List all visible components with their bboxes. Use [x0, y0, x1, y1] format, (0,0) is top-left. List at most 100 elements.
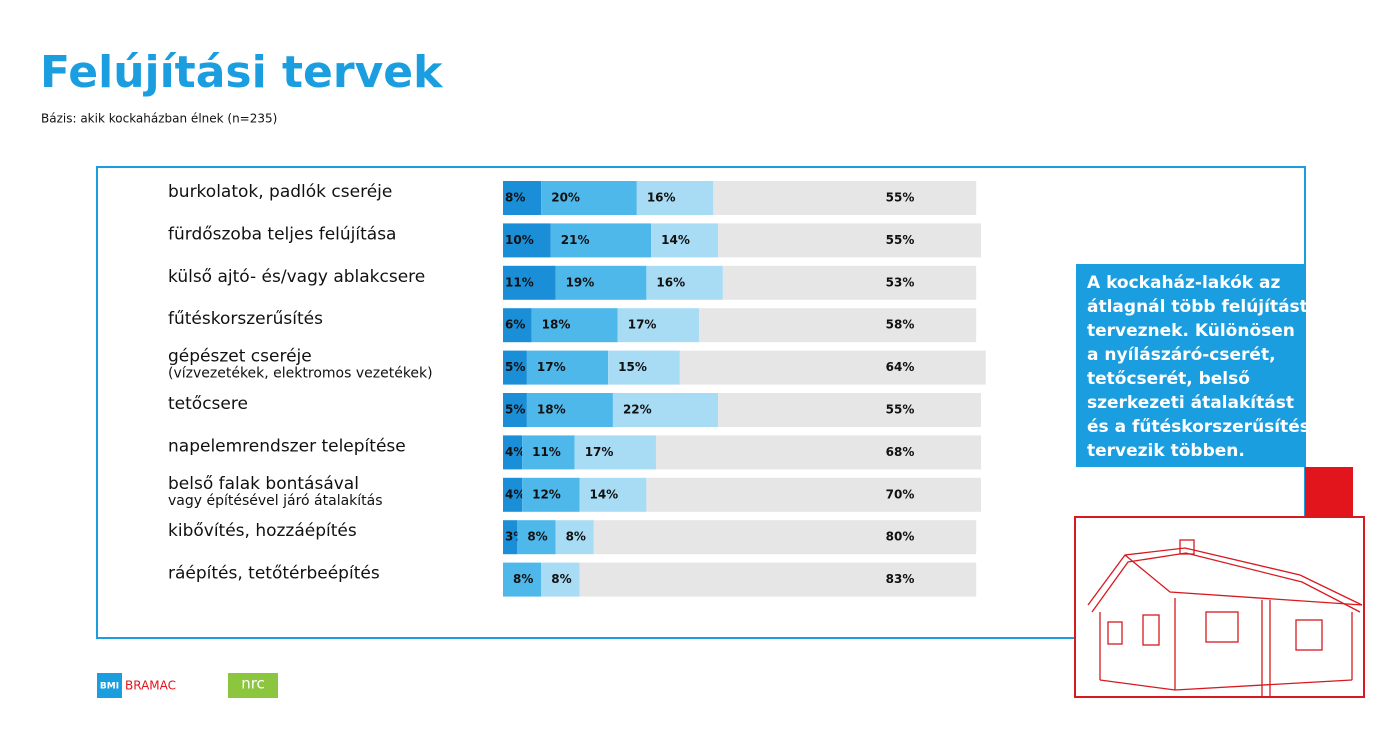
bar-segment — [503, 265, 556, 300]
value-label: 17% — [628, 318, 657, 332]
red-accent — [1305, 467, 1353, 517]
value-label: 20% — [551, 191, 580, 205]
value-label: 16% — [647, 191, 676, 205]
bar-segment — [555, 265, 647, 300]
category-label: napelemrendszer telepítése — [168, 436, 406, 456]
value-label: 70% — [886, 487, 915, 501]
subtitle: Bázis: akik kockaházban élnek (n=235) — [41, 112, 277, 126]
value-label: 5% — [505, 360, 525, 374]
house-illustration — [1087, 539, 1363, 697]
bar-segment — [593, 520, 977, 555]
bar-segment — [574, 435, 656, 470]
bar-segment — [646, 265, 723, 300]
value-label: 8% — [551, 572, 571, 586]
bar-segment — [503, 520, 518, 555]
value-label: 15% — [618, 360, 647, 374]
value-label: 22% — [623, 403, 652, 417]
bar-segment — [651, 223, 719, 258]
category-label: kibővítés, hozzáépítés — [168, 521, 357, 541]
bar-segment — [503, 562, 542, 597]
callout-line: tetőcserét, belső — [1087, 369, 1250, 389]
value-label: 8% — [566, 530, 586, 544]
bar-segment — [579, 562, 977, 597]
bar-segment — [503, 308, 532, 343]
category-label: külső ajtó- és/vagy ablakcsere — [168, 267, 425, 287]
bar-segment — [503, 223, 551, 258]
value-label: 8% — [527, 530, 547, 544]
bar-segment — [541, 181, 637, 215]
bar-segment — [503, 435, 523, 470]
value-label: 18% — [542, 318, 571, 332]
value-label: 68% — [886, 445, 915, 459]
category-label: fürdőszoba teljes felújítása — [168, 224, 396, 244]
value-label: 19% — [566, 275, 595, 289]
bar-segment — [517, 520, 556, 555]
value-label: 11% — [505, 275, 534, 289]
bar-segment — [526, 350, 609, 385]
value-label: 4% — [505, 445, 525, 459]
value-label: 58% — [886, 318, 915, 332]
value-label: 14% — [661, 233, 690, 247]
value-label: 17% — [585, 445, 614, 459]
value-label: 8% — [505, 191, 525, 205]
value-label: 17% — [537, 360, 566, 374]
callout-line: terveznek. Különösen — [1087, 321, 1295, 341]
value-label: 18% — [537, 403, 566, 417]
value-label: 55% — [886, 191, 915, 205]
value-label: 12% — [532, 487, 561, 501]
bar-segment — [612, 393, 719, 427]
value-label: 16% — [656, 275, 685, 289]
bar-segment — [646, 477, 981, 512]
callout-line: a nyílászáró-cserét, — [1087, 345, 1276, 365]
bar-segment — [522, 435, 575, 470]
category-label: tetőcsere — [168, 394, 248, 414]
bar-segment — [579, 477, 647, 512]
bar-segment — [531, 308, 618, 343]
chart: burkolatok, padlók cseréje8%20%16%∑4555%… — [168, 181, 986, 597]
value-label: 4% — [505, 487, 525, 501]
value-label: 21% — [561, 233, 590, 247]
callout-box — [1076, 264, 1305, 467]
bar-segment — [718, 223, 981, 258]
house-box — [1074, 516, 1365, 698]
callout-line: szerkezeti átalakítást — [1087, 393, 1294, 413]
value-label: 10% — [505, 233, 534, 247]
bar-segment — [679, 350, 986, 385]
category-label: (vízvezetékek, elektromos vezetékek) — [168, 366, 433, 382]
bar-segment — [636, 181, 714, 215]
category-label: fűtéskorszerűsítés — [168, 309, 323, 329]
category-label: vagy építésével járó átalakítás — [168, 493, 383, 509]
category-label: burkolatok, padlók cseréje — [168, 182, 392, 202]
bar-segment — [541, 562, 580, 597]
value-label: 8% — [513, 572, 533, 586]
value-label: 80% — [886, 530, 915, 544]
bramac-logo-text: BRAMAC — [125, 679, 176, 693]
bar-segment — [503, 350, 527, 385]
bar-segment — [713, 181, 977, 215]
bar-segment — [698, 308, 977, 343]
bmi-logo-text: BMI — [100, 682, 119, 692]
category-label: belső falak bontásával — [168, 474, 359, 494]
category-label: ráépítés, tetőtérbeépítés — [168, 564, 380, 584]
bar-segment — [522, 477, 580, 512]
bar-segment — [503, 477, 523, 512]
callout-line: tervezik többen. — [1087, 441, 1245, 461]
callout-line: A kockaház-lakók az — [1087, 273, 1281, 293]
bmi-logo — [97, 673, 122, 698]
bar-segment — [718, 393, 981, 427]
value-label: 5% — [505, 403, 525, 417]
value-label: 55% — [886, 233, 915, 247]
nrc-logo — [228, 673, 278, 698]
title: Felújítási tervek — [40, 47, 444, 98]
value-label: 11% — [532, 445, 561, 459]
callout-line: átlagnál több felújítást — [1087, 297, 1308, 317]
category-label: gépészet cseréje — [168, 347, 312, 367]
value-label: 64% — [886, 360, 915, 374]
callout-line: és a fűtéskorszerűsítést — [1087, 417, 1318, 437]
value-label: 14% — [589, 487, 618, 501]
bar-segment — [608, 350, 680, 385]
value-label: 83% — [886, 572, 915, 586]
value-label: 55% — [886, 403, 915, 417]
bar-segment — [503, 393, 527, 427]
bar-segment — [550, 223, 652, 258]
